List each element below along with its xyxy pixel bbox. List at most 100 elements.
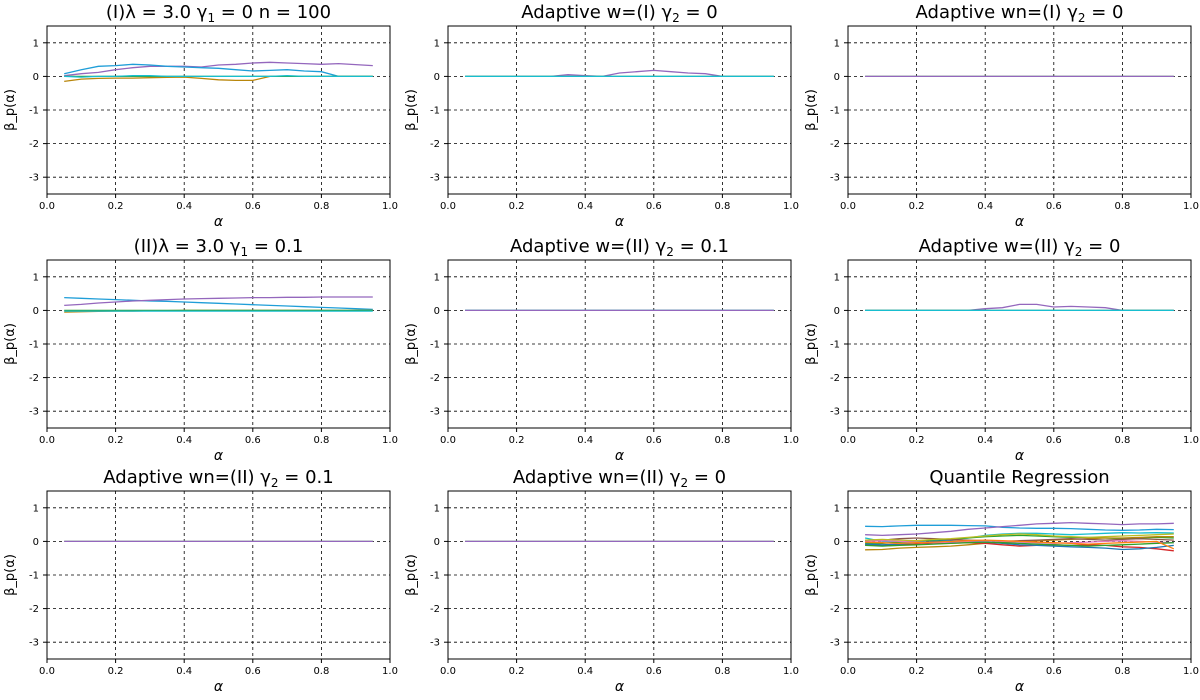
- subplot-9: Quantile Regression 0.0 0.2 0.4 0.6 0.8 1.0 -3 -…: [804, 467, 1199, 695]
- x-tick-label: 0.2: [909, 435, 925, 446]
- x-tick-label: 0.6: [245, 435, 261, 446]
- y-tick-label: 0: [434, 306, 440, 317]
- x-axis-label: α: [615, 679, 625, 695]
- y-tick-label: -1: [830, 571, 840, 582]
- x-tick-label: 0.2: [108, 201, 124, 212]
- series-line-1: [865, 524, 1174, 531]
- title-part: = 0: [688, 467, 726, 488]
- x-tick-label: 0.6: [646, 666, 662, 677]
- series-line-12: [865, 539, 1175, 550]
- y-tick-label: -3: [830, 173, 840, 184]
- x-tick-label: 0.2: [909, 666, 925, 677]
- axes-frame: [447, 25, 792, 195]
- x-tick-label: 0.0: [840, 435, 856, 446]
- title-part: = 0.1: [674, 236, 729, 257]
- grid: [848, 26, 1191, 194]
- axes-frame: [847, 490, 1192, 660]
- y-tick-label: -1: [29, 571, 39, 582]
- y-tick-label: 1: [834, 38, 840, 49]
- title-part: = 0: [680, 2, 718, 23]
- grid: [448, 491, 791, 659]
- title-part: 2: [672, 11, 680, 25]
- y-tick-label: 0: [33, 72, 39, 83]
- title-part: Adaptive w=(II) γ: [510, 236, 667, 257]
- title-part: = 0.1: [279, 467, 334, 488]
- series-line-2: [64, 63, 373, 78]
- y-tick-label: -3: [430, 173, 440, 184]
- x-tick-label: 0.6: [1046, 435, 1062, 446]
- y-tick-label: -2: [830, 604, 840, 615]
- subplot-2: Adaptive w=(I) γ2 = 0 0.0 0.2 0.4 0.6 0.8 1.0 -…: [404, 2, 799, 230]
- x-tick-label: 0.8: [313, 201, 329, 212]
- subplot-title: Adaptive wn=(II) γ2 = 0: [513, 467, 726, 490]
- subplot-title: Adaptive w=(II) γ2 = 0.1: [510, 236, 729, 259]
- x-tick-label: 0.0: [840, 666, 856, 677]
- y-axis-label: β_p(α): [804, 554, 819, 596]
- series-line-1: [64, 296, 373, 311]
- x-tick-label: 0.4: [176, 666, 192, 677]
- x-tick-label: 1.0: [382, 435, 398, 446]
- y-tick-label: -1: [430, 571, 440, 582]
- x-tick-label: 0.6: [245, 666, 261, 677]
- y-tick-label: 1: [834, 503, 840, 514]
- x-axis-label: α: [1015, 214, 1025, 230]
- x-tick-label: 0.2: [509, 435, 525, 446]
- x-tick-label: 0.6: [646, 201, 662, 212]
- y-axis-label: β_p(α): [3, 323, 18, 365]
- y-tick-label: 1: [33, 503, 39, 514]
- grid: [47, 260, 390, 428]
- y-axis-label: β_p(α): [3, 554, 18, 596]
- x-tick-label: 1.0: [1183, 435, 1199, 446]
- y-tick-label: -1: [29, 106, 39, 117]
- x-tick-label: 0.2: [108, 666, 124, 677]
- axes-frame: [847, 25, 1192, 195]
- x-axis-label: α: [1015, 679, 1025, 695]
- x-tick-label: 0.0: [39, 666, 55, 677]
- series-line-1: [64, 61, 373, 77]
- axes-frame: [46, 25, 391, 195]
- x-tick-label: 0.8: [313, 666, 329, 677]
- x-tick-label: 1.0: [783, 666, 799, 677]
- y-axis-label: β_p(α): [804, 323, 819, 365]
- y-tick-label: -2: [29, 373, 39, 384]
- y-tick-label: -2: [430, 604, 440, 615]
- title-part: Adaptive wn=(I) γ: [916, 2, 1079, 23]
- x-tick-label: 0.8: [714, 666, 730, 677]
- x-tick-label: 1.0: [382, 666, 398, 677]
- title-part: 2: [271, 476, 279, 490]
- y-tick-label: 0: [434, 72, 440, 83]
- y-tick-label: -2: [29, 604, 39, 615]
- x-tick-label: 0.0: [440, 435, 456, 446]
- subplot-3: Adaptive wn=(I) γ2 = 0 0.0 0.2 0.4 0.6 0.8 1.0…: [804, 2, 1199, 230]
- grid: [47, 26, 390, 194]
- y-axis-label: β_p(α): [804, 89, 819, 131]
- series-line-6: [865, 542, 1174, 552]
- x-tick-label: 0.0: [440, 201, 456, 212]
- title-part: 2: [1075, 245, 1083, 259]
- subplot-4: (II)λ = 3.0 γ1 = 0.10.0 0.2 0.4 0.6 0.8 1.0-3…: [3, 236, 398, 464]
- y-tick-label: -2: [830, 373, 840, 384]
- x-axis-label: α: [214, 448, 224, 464]
- x-tick-label: 0.0: [440, 666, 456, 677]
- y-tick-label: 1: [834, 272, 840, 283]
- x-tick-label: 0.8: [714, 201, 730, 212]
- x-tick-label: 0.6: [646, 435, 662, 446]
- y-tick-label: -1: [29, 340, 39, 351]
- y-tick-label: 0: [33, 306, 39, 317]
- title-part: = 0: [1082, 236, 1120, 257]
- x-axis-label: α: [615, 214, 625, 230]
- title-part: Adaptive w=(II) γ: [919, 236, 1076, 257]
- y-tick-label: -1: [830, 340, 840, 351]
- y-tick-label: -3: [29, 173, 39, 184]
- x-tick-label: 0.0: [840, 201, 856, 212]
- y-tick-label: 0: [434, 537, 440, 548]
- y-axis-label: β_p(α): [404, 89, 419, 131]
- y-tick-label: 1: [33, 272, 39, 283]
- x-tick-label: 0.4: [977, 201, 993, 212]
- x-tick-label: 0.4: [577, 666, 593, 677]
- series-line-2: [865, 521, 1174, 537]
- x-tick-label: 0.2: [509, 666, 525, 677]
- y-tick-label: -1: [830, 106, 840, 117]
